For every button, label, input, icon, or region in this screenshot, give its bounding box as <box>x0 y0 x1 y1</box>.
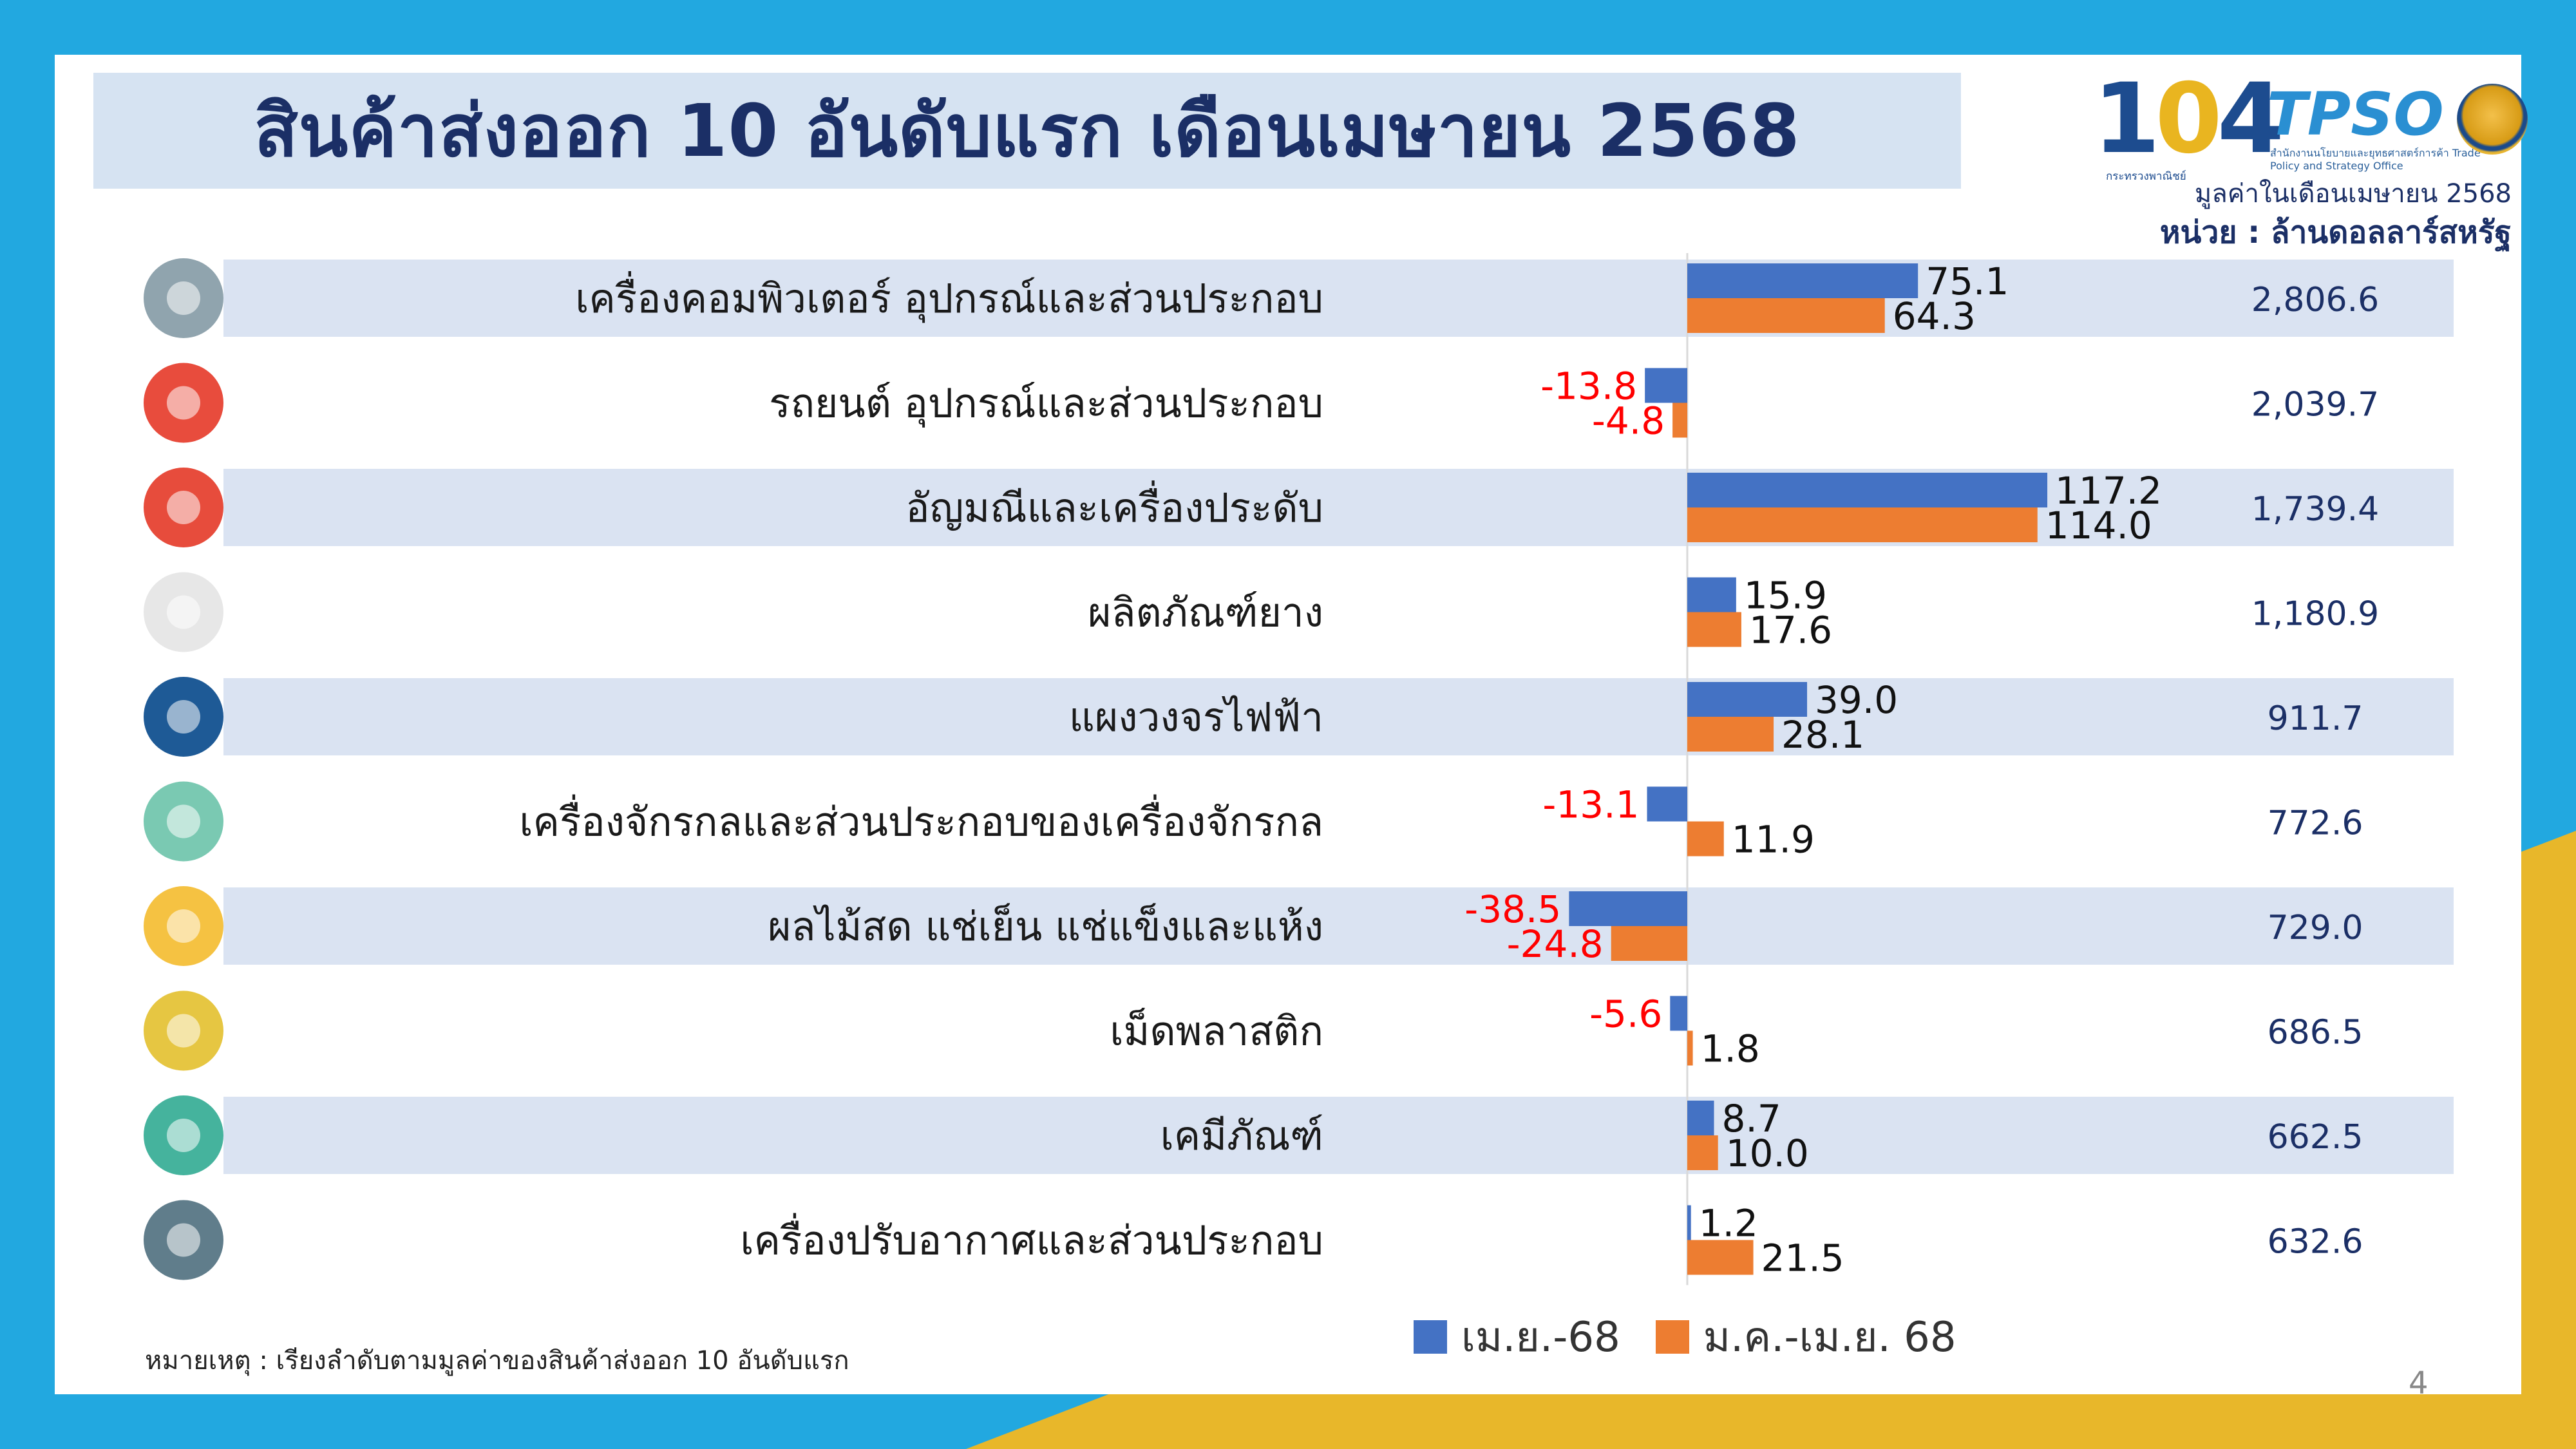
bar-series1 <box>1670 996 1687 1031</box>
legend-item-series2: ม.ค.-เม.ย. 68 <box>1655 1304 1956 1370</box>
row-band <box>223 1097 2454 1174</box>
bar-series1 <box>1647 786 1687 822</box>
bar-series1 <box>1687 1101 1714 1135</box>
plastic-bag-icon-glyph <box>167 1014 200 1048</box>
bar-series2 <box>1687 717 1774 752</box>
value-label: 75.1 <box>1926 260 2009 303</box>
value-label: -38.5 <box>1464 887 1561 931</box>
ministry-seal-icon <box>2457 84 2528 155</box>
logo-group: 104 TPSO สำนักงานนโยบายและยุทธศาสตร์การค… <box>2093 63 2528 213</box>
value-label: -5.6 <box>1589 992 1662 1036</box>
value-label: 21.5 <box>1761 1236 1844 1280</box>
bar-series2 <box>1672 402 1687 438</box>
footnote: หมายเหตุ : เรียงลำดับตามมูลค่าของสินค้าส… <box>145 1346 849 1376</box>
unit-note-unit: หน่วย : ล้านดอลลาร์สหรัฐ <box>2159 214 2512 251</box>
category-label: เครื่องคอมพิวเตอร์ อุปกรณ์และส่วนประกอบ <box>575 271 1323 323</box>
value-label: 11.9 <box>1732 818 1815 862</box>
rubber-tapper-icon-glyph <box>167 595 200 629</box>
value-label: -13.8 <box>1540 365 1637 408</box>
legend-swatch-series1 <box>1414 1320 1447 1354</box>
total-value: 2,806.6 <box>2251 281 2379 319</box>
circuit-icon-glyph <box>167 700 200 734</box>
value-label: 1.8 <box>1701 1027 1760 1071</box>
total-value: 911.7 <box>2268 699 2363 738</box>
legend-label-series2: ม.ค.-เม.ย. 68 <box>1703 1314 1956 1361</box>
total-value: 1,180.9 <box>2251 595 2379 634</box>
slide: สินค้าส่งออก 10 อันดับแรก เดือนเมษายน 25… <box>55 55 2528 1401</box>
bar-series2 <box>1687 1135 1718 1170</box>
bar-series1 <box>1645 368 1687 403</box>
anniversary-logo: 104 <box>2093 63 2284 175</box>
value-label: 64.3 <box>1893 294 1976 338</box>
bar-series2 <box>1687 298 1885 333</box>
total-value: 772.6 <box>2268 804 2363 843</box>
category-label: รถยนต์ อุปกรณ์และส่วนประกอบ <box>769 380 1323 428</box>
bar-series1 <box>1687 682 1808 717</box>
page-number: 4 <box>2409 1365 2429 1401</box>
bar-series2 <box>1687 821 1724 857</box>
value-label: 117.2 <box>2055 469 2162 513</box>
title-banner: สินค้าส่งออก 10 อันดับแรก เดือนเมษายน 25… <box>93 73 1961 189</box>
page-title: สินค้าส่งออก 10 อันดับแรก เดือนเมษายน 25… <box>254 90 1801 173</box>
chemistry-icon-glyph <box>167 1119 200 1152</box>
fruit-icon-glyph <box>167 909 200 943</box>
bar-series1 <box>1687 473 2048 507</box>
category-label: แผงวงจรไฟฟ้า <box>1069 694 1323 741</box>
diamond-icon-glyph <box>167 491 200 524</box>
unit-note: มูลค่าในเดือนเมษายน 2568 หน่วย : ล้านดอล… <box>2160 176 2512 253</box>
category-label: ผลไม้สด แช่เย็น แช่แข็งและแห้ง <box>768 903 1323 950</box>
legend-swatch-series2 <box>1655 1320 1689 1354</box>
bar-series2 <box>1687 507 2038 542</box>
computer-icon-glyph <box>167 281 200 315</box>
value-label: 1.2 <box>1699 1202 1758 1245</box>
chart-legend: เม.ย.-68 ม.ค.-เม.ย. 68 <box>1414 1304 1992 1370</box>
car-icon-glyph <box>167 386 200 420</box>
value-label: 114.0 <box>2045 504 2152 547</box>
total-value: 632.6 <box>2268 1223 2363 1262</box>
legend-item-series1: เม.ย.-68 <box>1414 1304 1620 1370</box>
value-label: -13.1 <box>1542 783 1639 827</box>
row-band <box>223 260 2454 337</box>
bar-series2 <box>1611 926 1687 961</box>
gear-icon-glyph <box>167 804 200 838</box>
category-label: เครื่องจักรกลและส่วนประกอบของเครื่องจักร… <box>519 795 1323 846</box>
total-value: 2,039.7 <box>2251 386 2379 424</box>
category-label: เม็ดพลาสติก <box>1110 1008 1323 1055</box>
value-label: 17.6 <box>1749 609 1832 652</box>
value-label: 10.0 <box>1726 1132 1809 1175</box>
bar-series2 <box>1687 612 1741 647</box>
category-label: อัญมณีและเครื่องประดับ <box>905 480 1323 531</box>
bar-series2 <box>1687 1030 1693 1066</box>
total-value: 1,739.4 <box>2251 490 2379 529</box>
tpso-logo: TPSO <box>2267 80 2444 149</box>
category-label: ผลิตภัณฑ์ยาง <box>1088 589 1323 636</box>
total-value: 729.0 <box>2268 909 2363 947</box>
bar-chart: เครื่องคอมพิวเตอร์ อุปกรณ์และส่วนประกอบ 7… <box>144 253 2454 1285</box>
tpso-subtitle: สำนักงานนโยบายและยุทธศาสตร์การค้า Trade … <box>2270 147 2481 172</box>
bar-series1 <box>1687 1205 1691 1240</box>
bar-series1 <box>1687 263 1918 298</box>
bar-series2 <box>1687 1240 1754 1275</box>
value-label: 15.9 <box>1744 574 1827 618</box>
bar-series1 <box>1687 577 1736 612</box>
value-label: 28.1 <box>1781 713 1864 757</box>
value-label: -4.8 <box>1592 399 1665 443</box>
legend-label-series1: เม.ย.-68 <box>1461 1314 1620 1361</box>
row-band <box>223 887 2454 965</box>
unit-note-period: มูลค่าในเดือนเมษายน 2568 <box>2194 179 2512 209</box>
row-band <box>223 469 2454 546</box>
total-value: 686.5 <box>2268 1014 2363 1052</box>
air-conditioner-icon-glyph <box>167 1223 200 1257</box>
row-band <box>223 678 2454 755</box>
total-value: 662.5 <box>2268 1118 2363 1157</box>
category-label: เคมีภัณฑ์ <box>1160 1112 1323 1159</box>
category-label: เครื่องปรับอากาศและส่วนประกอบ <box>740 1213 1323 1264</box>
ministry-name: กระทรวงพาณิชย์ <box>2106 170 2186 183</box>
value-label: 8.7 <box>1721 1097 1781 1141</box>
bar-series1 <box>1569 891 1687 926</box>
value-label: 39.0 <box>1815 678 1898 722</box>
value-label: -24.8 <box>1507 922 1604 966</box>
